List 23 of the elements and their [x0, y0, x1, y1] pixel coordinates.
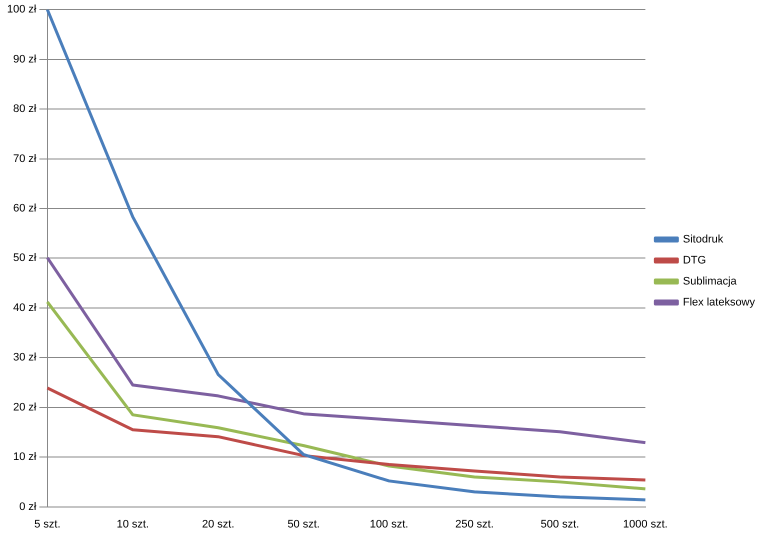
y-tick-label: 50 zł [13, 252, 37, 264]
x-tick-label: 100 szt. [370, 518, 408, 530]
legend-label: Sublimacja [682, 276, 738, 288]
y-tick-label: 70 zł [13, 152, 37, 165]
x-tick-label: 1000 szt. [623, 518, 668, 530]
x-tick-label: 500 szt. [540, 518, 580, 530]
legend-label: Flex lateksowy [682, 296, 756, 309]
x-tick-label: 50 szt. [287, 518, 320, 530]
y-tick-label: 20 zł [13, 401, 37, 414]
y-tick-label: 0 zł [19, 500, 37, 513]
legend-label: Sitodruk [682, 234, 724, 246]
y-tick-label: 90 zł [13, 53, 37, 66]
legend-label: DTG [682, 254, 706, 267]
y-tick-label: 80 zł [13, 103, 37, 116]
y-tick-label: 100 zł [6, 4, 37, 16]
x-tick-label: 5 szt. [34, 518, 60, 530]
x-tick-label: 250 szt. [455, 518, 494, 530]
y-tick-label: 60 zł [13, 202, 37, 215]
x-tick-label: 20 szt. [202, 518, 234, 530]
x-tick-label: 10 szt. [116, 518, 149, 530]
y-tick-label: 30 zł [13, 352, 37, 364]
y-tick-label: 40 zł [13, 302, 37, 314]
y-tick-label: 10 zł [13, 451, 37, 464]
